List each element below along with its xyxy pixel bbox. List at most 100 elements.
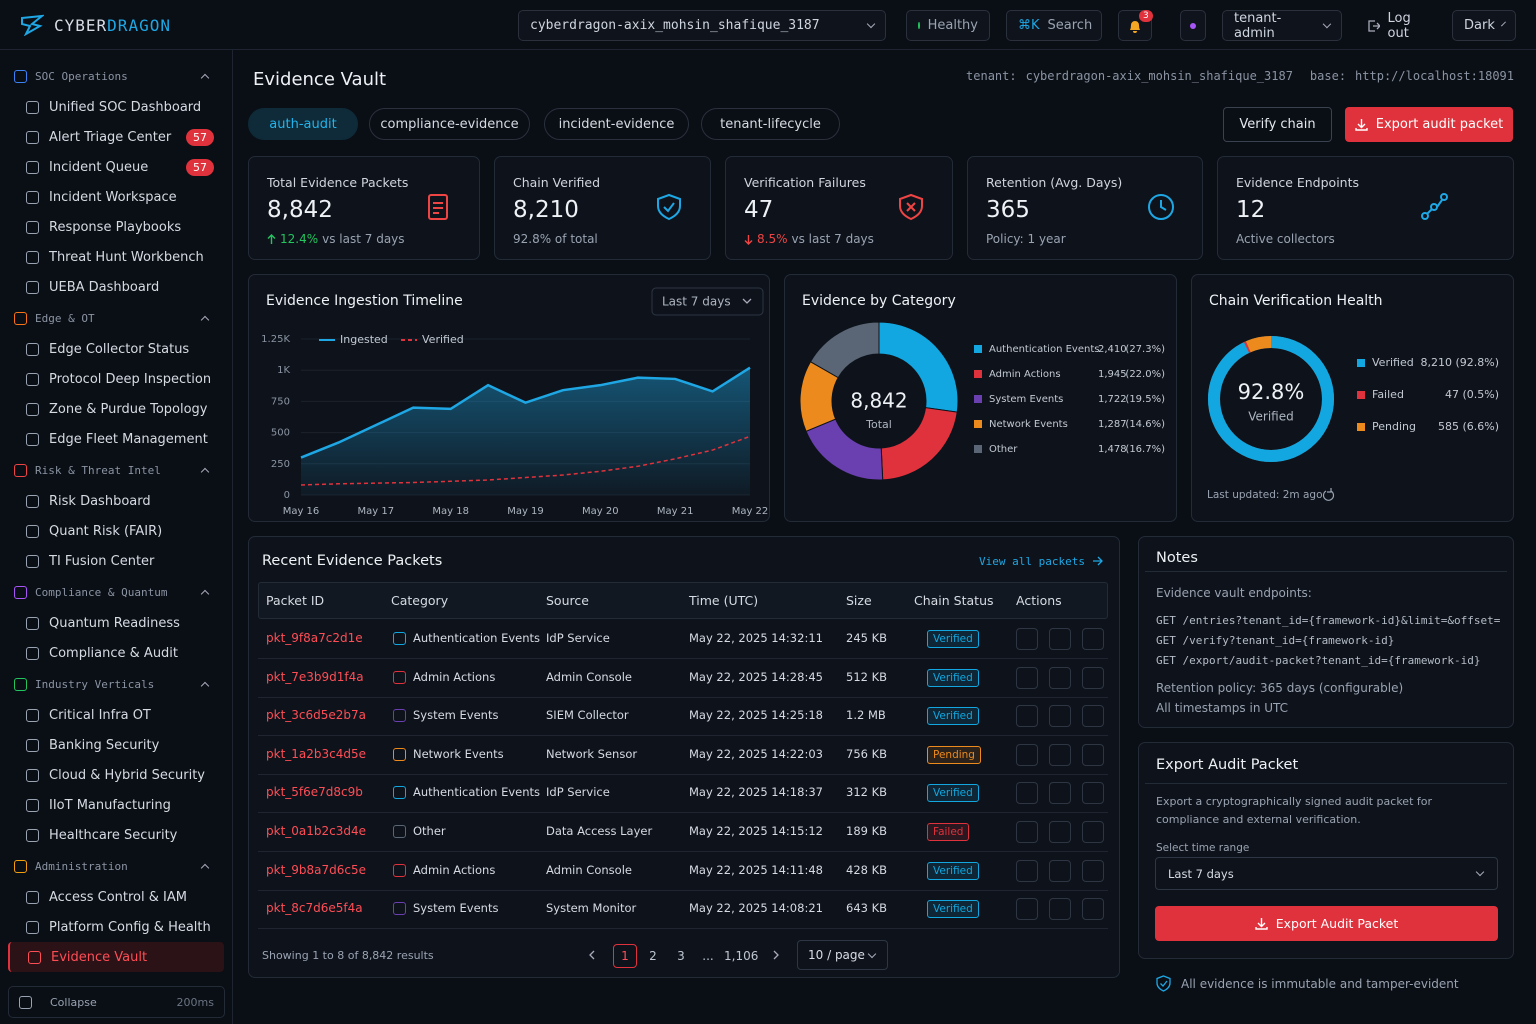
nav-item[interactable]: Unified SOC Dashboard [8, 92, 224, 122]
nav-item[interactable]: Healthcare Security [8, 820, 224, 850]
tab[interactable]: tenant-lifecycle [701, 108, 840, 140]
more-button[interactable] [1082, 628, 1104, 650]
view-button[interactable] [1016, 666, 1038, 689]
nav-item[interactable]: Alert Triage Center 57 [8, 122, 224, 152]
nav-item[interactable]: Edge Collector Status [8, 334, 224, 364]
page-button[interactable]: 1 [613, 944, 637, 968]
download-button[interactable] [1049, 743, 1071, 766]
view-button[interactable] [1016, 898, 1038, 921]
nav-section[interactable]: Compliance & Quantum [0, 576, 232, 608]
packet-id[interactable]: pkt_1a2b3c4d5e [266, 746, 367, 761]
tab[interactable]: compliance-evidence [369, 108, 530, 140]
tab[interactable]: incident-evidence [544, 108, 689, 140]
base-url: http://localhost:18091 [1355, 69, 1514, 83]
nav-item[interactable]: Zone & Purdue Topology [8, 394, 224, 424]
nav-item[interactable]: Platform Config & Health [8, 912, 224, 942]
nav-item[interactable]: Incident Queue 57 [8, 152, 224, 182]
page-button[interactable]: 2 [649, 949, 657, 963]
view-button[interactable] [1016, 743, 1038, 766]
more-button[interactable] [1082, 743, 1104, 766]
nav-item[interactable]: Critical Infra OT [8, 700, 224, 730]
notification-count: 3 [1139, 10, 1153, 22]
range-select[interactable]: Last 7 days [1155, 857, 1498, 890]
export-text: Export audit packet [1375, 117, 1504, 132]
download-button[interactable] [1049, 859, 1071, 882]
nav-item[interactable]: TI Fusion Center [8, 546, 224, 576]
section-chevron [200, 589, 210, 598]
timeline-panel: Evidence Ingestion Timeline Last 7 days 0 2… [248, 274, 770, 522]
nav-icon [26, 646, 39, 660]
nav-item[interactable]: Access Control & IAM [8, 882, 224, 912]
nav-item[interactable]: Response Playbooks [8, 212, 224, 242]
download-button[interactable] [1049, 782, 1071, 805]
view-button[interactable] [1016, 705, 1038, 728]
more-button[interactable] [1082, 666, 1104, 689]
nav-item[interactable]: IIoT Manufacturing [8, 790, 224, 820]
download-button[interactable] [1049, 628, 1071, 650]
view-button[interactable] [1016, 859, 1038, 882]
role-select[interactable]: tenant-admin [1222, 10, 1342, 41]
collapse-button[interactable]: Collapse 200ms [8, 986, 225, 1018]
export-button[interactable]: Export audit packet [1345, 107, 1513, 142]
page-button[interactable]: 3 [677, 949, 685, 963]
more-button[interactable] [1082, 821, 1104, 843]
logout-button[interactable]: Log out [1356, 10, 1442, 41]
more-button[interactable] [1082, 782, 1104, 805]
packet-id[interactable]: pkt_3c6d5e2b7a [266, 708, 367, 723]
packet-id[interactable]: pkt_0a1b2c3d4e [266, 824, 367, 838]
packet-id[interactable]: pkt_5f6e7d8c9b [266, 785, 363, 800]
next-page[interactable] [771, 950, 781, 960]
nav-item[interactable]: Banking Security [8, 730, 224, 760]
nav-section[interactable]: Risk & Threat Intel [0, 454, 232, 486]
view-button[interactable] [1016, 821, 1038, 843]
nav-item[interactable]: Risk Dashboard [8, 486, 224, 516]
nav-item[interactable]: Quant Risk (FAIR) [8, 516, 224, 546]
more-button[interactable] [1082, 898, 1104, 921]
nav-item[interactable]: Compliance & Audit [8, 638, 224, 668]
refresh-icon[interactable] [1322, 488, 1335, 501]
nav-section[interactable]: Administration [0, 850, 232, 882]
more-button[interactable] [1082, 859, 1104, 882]
nav-item[interactable]: Threat Hunt Workbench [8, 242, 224, 272]
verify-chain-button[interactable]: Verify chain [1223, 107, 1332, 142]
search-button[interactable]: ⌘K Search [1006, 10, 1102, 41]
download-button[interactable] [1049, 821, 1071, 843]
nav-label: Edge Collector Status [49, 341, 190, 357]
page-button[interactable]: 1,106 [724, 949, 759, 963]
packet-id[interactable]: pkt_8c7d6e5f4a [266, 901, 363, 916]
per-page-select[interactable]: 10 / page [797, 940, 888, 970]
nav-section[interactable]: Edge & OT [0, 302, 232, 334]
kpi-icon [428, 194, 448, 220]
nav-item[interactable]: UEBA Dashboard [8, 272, 224, 302]
packet-id[interactable]: pkt_9b8a7d6c5e [266, 862, 367, 877]
view-button[interactable] [1016, 628, 1038, 650]
notifications[interactable]: 3 [1118, 10, 1153, 41]
nav-item[interactable]: Protocol Deep Inspection [8, 364, 224, 394]
kpi-icon [1148, 194, 1174, 220]
legend-label: Admin Actions [989, 369, 1061, 380]
nav-item[interactable]: Evidence Vault [8, 942, 224, 972]
download-button[interactable] [1049, 898, 1071, 921]
range-select[interactable] [651, 287, 764, 316]
packet-id[interactable]: pkt_7e3b9d1f4a [266, 669, 364, 684]
nav-label: Edge Fleet Management [49, 431, 208, 447]
nav-item[interactable]: Quantum Readiness [8, 608, 224, 638]
nav-item[interactable]: Incident Workspace [8, 182, 224, 212]
packet-id[interactable]: pkt_9f8a7c2d1e [266, 631, 363, 645]
download-button[interactable] [1049, 705, 1071, 728]
nav-item[interactable]: Edge Fleet Management [8, 424, 224, 454]
theme-select[interactable]: Dark [1452, 10, 1516, 41]
nav-icon [26, 768, 39, 782]
more-button[interactable] [1082, 705, 1104, 728]
nav-item[interactable]: Cloud & Hybrid Security [8, 760, 224, 790]
prev-page[interactable] [587, 950, 597, 960]
tenant-select[interactable]: cyberdragon-axix_mohsin_shafique_3187 [518, 10, 886, 41]
nav-section[interactable]: Industry Verticals [0, 668, 232, 700]
nav-section[interactable]: SOC Operations [0, 60, 232, 92]
view-button[interactable] [1016, 782, 1038, 805]
tab[interactable]: auth-audit [248, 108, 358, 140]
view-all-link[interactable]: View all packets [979, 555, 1103, 568]
export-packet-button[interactable]: Export Audit Packet [1155, 906, 1498, 941]
download-button[interactable] [1049, 666, 1071, 689]
page-button[interactable]: ... [702, 949, 714, 963]
